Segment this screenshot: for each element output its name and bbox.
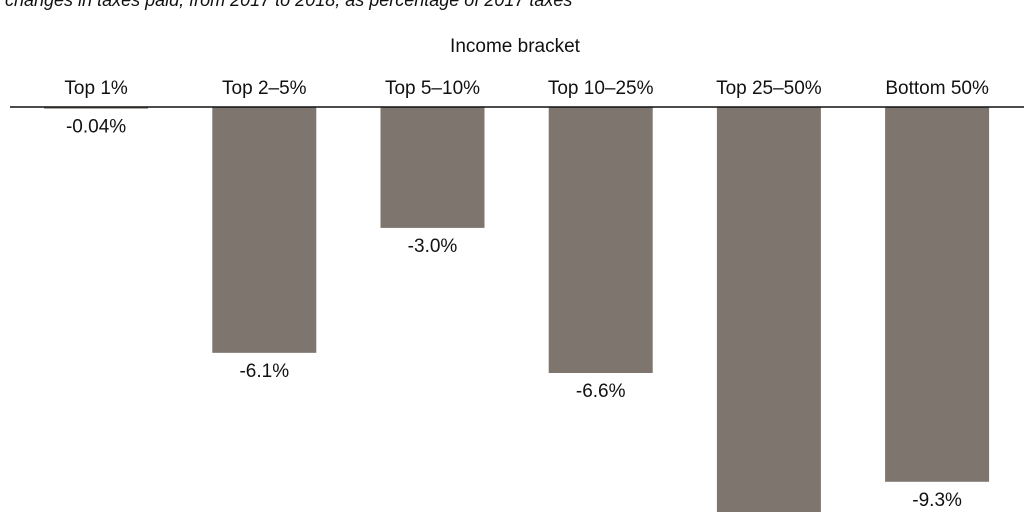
value-label: -0.04% xyxy=(66,117,126,138)
bar xyxy=(212,107,317,353)
category-label: Top 5–10% xyxy=(385,78,480,99)
value-label: -9.3% xyxy=(912,490,962,511)
category-label: Top 10–25% xyxy=(548,78,654,99)
value-label: -3.0% xyxy=(408,236,458,257)
bar xyxy=(548,107,653,373)
category-label: Bottom 50% xyxy=(885,78,989,99)
bar xyxy=(885,107,990,482)
category-label: Top 25–50% xyxy=(716,78,822,99)
category-label: Top 1% xyxy=(64,78,127,99)
bar xyxy=(44,107,149,109)
x-axis-label: Income bracket xyxy=(450,36,581,57)
value-label: -6.6% xyxy=(576,381,626,402)
bar xyxy=(380,107,485,228)
value-label: -6.1% xyxy=(239,361,289,382)
bar xyxy=(716,107,821,512)
chart-subtitle: changes in taxes paid, from 2017 to 2018… xyxy=(5,0,572,10)
category-label: Top 2–5% xyxy=(222,78,307,99)
